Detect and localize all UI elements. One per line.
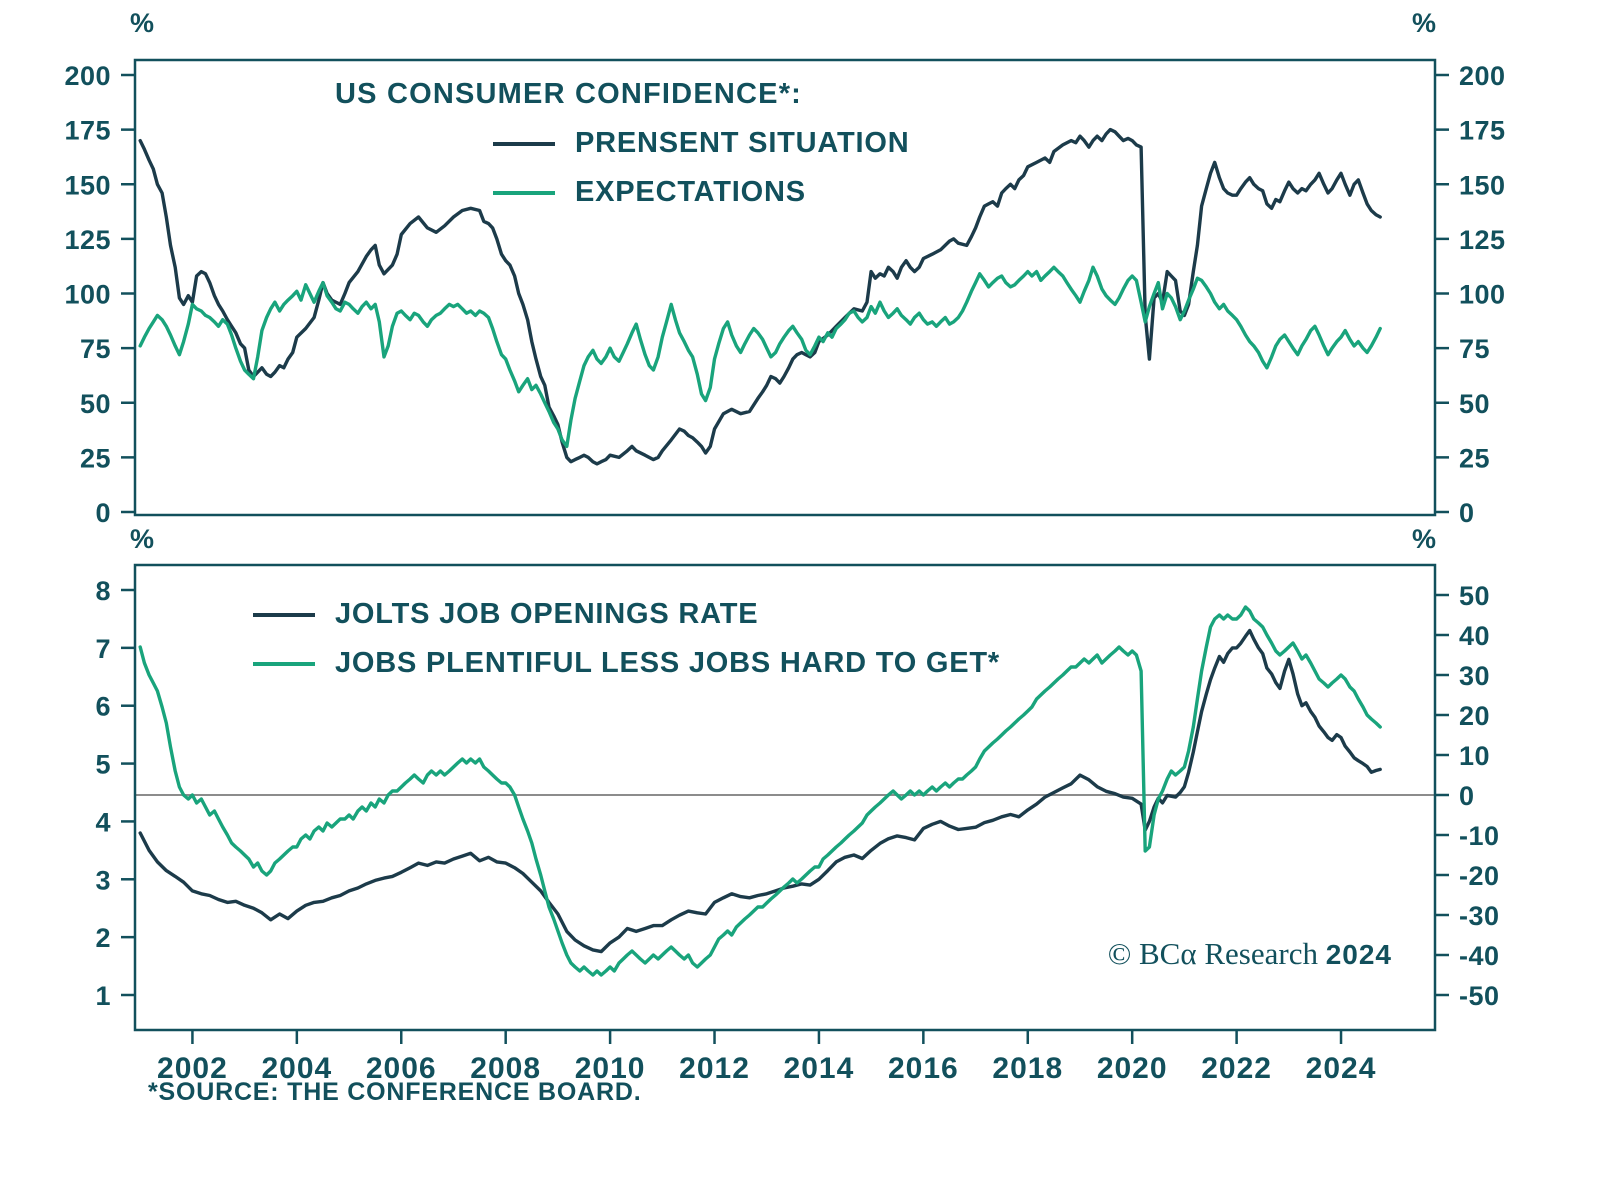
x-tick-label: 2010 xyxy=(575,1052,646,1085)
x-tick-label: 2008 xyxy=(470,1052,541,1085)
top-chart-title: US CONSUMER CONFIDENCE*: xyxy=(335,78,803,110)
legend-item-jolts: JOLTS JOB OPENINGS RATE xyxy=(253,598,1000,631)
panel-border xyxy=(133,563,1437,1032)
y-tick-label-left: 150 xyxy=(64,170,111,200)
y-tick-label-left: 0 xyxy=(95,498,111,528)
y-tick-label-right: 200 xyxy=(1459,61,1506,91)
y-tick-label-right: 40 xyxy=(1459,621,1490,651)
series-line-expectations xyxy=(138,265,1382,449)
panel-border xyxy=(133,58,1437,517)
present-situation-label: PRENSENT SITUATION xyxy=(575,127,910,159)
y-tick-label-right: 50 xyxy=(1459,389,1490,419)
y-tick-label-left: 175 xyxy=(64,116,111,146)
y-tick-label-right: 30 xyxy=(1459,661,1490,691)
x-tick-label: 2006 xyxy=(366,1052,437,1085)
present-situation-line-swatch xyxy=(493,141,555,146)
y-tick-label-right: 50 xyxy=(1459,581,1490,611)
y-tick-label-left: 2 xyxy=(95,923,111,953)
y-tick-label-left: 1 xyxy=(95,981,111,1011)
y-tick-label-left: 200 xyxy=(64,61,111,91)
y-tick-label-right: 125 xyxy=(1459,225,1506,255)
expectations-line-swatch xyxy=(493,190,555,195)
y-tick-label-right: 25 xyxy=(1459,443,1490,473)
x-tick-label: 2024 xyxy=(1306,1052,1377,1085)
jobs-plentiful-line-swatch xyxy=(253,661,315,666)
y-tick-label-right: 75 xyxy=(1459,334,1490,364)
y-tick-label-left: 6 xyxy=(95,692,111,722)
y-tick-label-right: 20 xyxy=(1459,701,1490,731)
x-tick-label: 2002 xyxy=(157,1052,228,1085)
y-tick-label-left: 75 xyxy=(80,334,111,364)
x-tick-label: 2004 xyxy=(261,1052,332,1085)
y-tick-label-right: -30 xyxy=(1459,901,1500,931)
y-tick-label-left: 125 xyxy=(64,225,111,255)
y-tick-label-right: -10 xyxy=(1459,821,1500,851)
source-note: *SOURCE: THE CONFERENCE BOARD. xyxy=(148,1078,642,1106)
x-tick-label: 2022 xyxy=(1201,1052,1272,1085)
jolts-line-swatch xyxy=(253,612,315,617)
x-tick-label: 2012 xyxy=(679,1052,750,1085)
x-tick-label: 2018 xyxy=(992,1052,1063,1085)
legend-item-expectations: EXPECTATIONS xyxy=(493,176,910,209)
series-line-jobs-plentiful-less-jobs-hard-to-get xyxy=(138,605,1382,977)
y-tick-label-right: -20 xyxy=(1459,861,1500,891)
x-tick-label: 2014 xyxy=(784,1052,855,1085)
y-tick-label-left: 100 xyxy=(64,280,111,310)
y-axis-unit-bottom-left: % xyxy=(130,524,156,554)
y-tick-label-left: 5 xyxy=(95,750,111,780)
y-tick-label-left: 3 xyxy=(95,865,111,895)
y-tick-label-right: 10 xyxy=(1459,741,1490,771)
series-line-jolts-job-openings-rate xyxy=(138,628,1382,954)
copyright-notice: © BCα Research 2024 xyxy=(1108,936,1392,972)
legend-item-present-situation: PRENSENT SITUATION xyxy=(493,127,910,160)
jolts-label: JOLTS JOB OPENINGS RATE xyxy=(335,598,759,630)
y-axis-unit-top-right: % xyxy=(1412,8,1438,38)
y-tick-label-right: 0 xyxy=(1459,781,1475,811)
x-tick-label: 2020 xyxy=(1097,1052,1168,1085)
expectations-label: EXPECTATIONS xyxy=(575,176,806,208)
y-tick-label-left: 50 xyxy=(80,389,111,419)
copyright-brand: © BCα Research xyxy=(1107,936,1318,971)
y-axis-unit-top-left: % xyxy=(130,8,156,38)
x-tick-label: 2016 xyxy=(888,1052,959,1085)
jobs-plentiful-label: JOBS PLENTIFUL LESS JOBS HARD TO GET* xyxy=(335,647,1001,679)
y-tick-label-left: 4 xyxy=(95,807,111,837)
y-tick-label-right: 0 xyxy=(1459,498,1475,528)
y-tick-label-right: -50 xyxy=(1459,981,1500,1011)
y-tick-label-left: 8 xyxy=(95,576,111,606)
y-tick-label-left: 25 xyxy=(80,443,111,473)
y-tick-label-right: 150 xyxy=(1459,170,1506,200)
legend-item-jobs-plentiful: JOBS PLENTIFUL LESS JOBS HARD TO GET* xyxy=(253,647,1000,680)
y-tick-label-right: -40 xyxy=(1459,941,1500,971)
bottom-chart-legend: JOLTS JOB OPENINGS RATE JOBS PLENTIFUL L… xyxy=(253,598,1000,680)
y-tick-label-left: 7 xyxy=(95,634,111,664)
top-chart-legend: US CONSUMER CONFIDENCE*: PRENSENT SITUAT… xyxy=(335,78,910,209)
y-axis-unit-bottom-right: % xyxy=(1412,524,1438,554)
copyright-year: 2024 xyxy=(1325,939,1392,970)
y-tick-label-right: 175 xyxy=(1459,116,1506,146)
y-tick-label-right: 100 xyxy=(1459,280,1506,310)
